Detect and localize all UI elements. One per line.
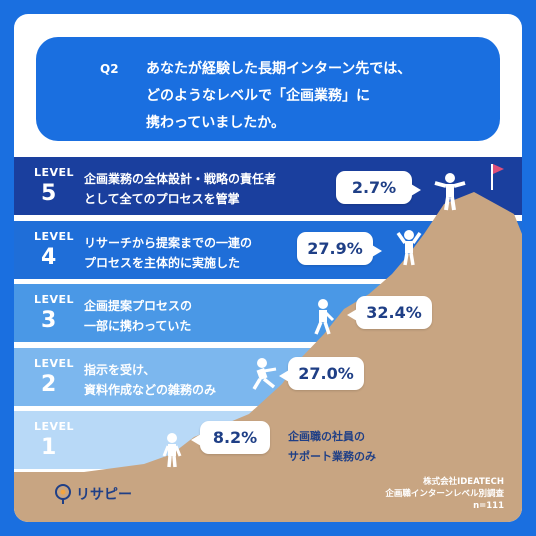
level-5-label: LEVEL	[34, 166, 75, 179]
logo: リサピー	[54, 484, 132, 504]
flag-icon	[493, 164, 504, 174]
level-1-number: 1	[41, 435, 57, 460]
bubble-tail	[347, 309, 357, 321]
level-3-value: 32.4%	[366, 303, 422, 322]
mountain-graphic	[14, 164, 522, 522]
logo-text: リサピー	[76, 487, 132, 503]
person-standing-icon	[162, 433, 182, 468]
level-2-value-bubble: 27.0%	[279, 357, 364, 390]
level-4-desc-line-2: プロセスを主体的に実施した	[84, 256, 241, 270]
level-1-value-bubble: 8.2%	[191, 421, 270, 454]
bubble-tail	[411, 184, 421, 196]
level-5-band: LEVEL 5 企画業務の全体設計・戦略の責任者 として全てのプロセスを管掌	[14, 157, 522, 215]
level-4-number: 4	[41, 245, 57, 270]
person-climbing-icon	[252, 358, 277, 390]
level-5-desc-line-1: 企画業務の全体設計・戦略の責任者	[84, 172, 277, 186]
level-5-desc-line-2: として全てのプロセスを管掌	[84, 192, 240, 206]
infographic-card: Q2 あなたが経験した長期インターン先では、 どのようなレベルで「企画業務」に …	[14, 14, 522, 522]
level-2-number: 2	[41, 372, 57, 397]
level-4-value-bubble: 27.9%	[297, 232, 382, 265]
level-2-desc-line-1: 指示を受け、	[84, 363, 156, 377]
level-4-desc-line-1: リサーチから提案までの一連の	[84, 236, 253, 250]
level-5-value: 2.7%	[351, 178, 397, 197]
bubble-tail	[191, 434, 201, 446]
level-3-number: 3	[41, 308, 57, 333]
level-1-desc-line-1: 企画職の社員の	[288, 430, 365, 443]
bubble-tail	[372, 245, 382, 257]
person-victory-icon	[434, 173, 466, 211]
question-text-line-1: あなたが経験した長期インターン先では、	[146, 61, 412, 77]
level-4-value: 27.9%	[307, 239, 363, 258]
source-company: 株式会社IDEATECH	[423, 477, 504, 487]
level-2-value: 27.0%	[298, 364, 354, 383]
logo-icon	[55, 484, 71, 504]
level-1-label: LEVEL	[34, 420, 75, 433]
level-3-desc-line-2: 一部に携わっていた	[84, 319, 192, 333]
source-credit: 株式会社IDEATECH 企画職インターンレベル別調査 n=111	[385, 476, 504, 512]
level-3-desc-line-1: 企画提案プロセスの	[84, 299, 193, 313]
level-1-value: 8.2%	[212, 428, 258, 447]
mountain-shape	[14, 192, 522, 522]
level-3-label: LEVEL	[34, 293, 75, 306]
level-2-label: LEVEL	[34, 357, 75, 370]
question-box: Q2 あなたが経験した長期インターン先では、 どのようなレベルで「企画業務」に …	[36, 37, 500, 141]
question-number: Q2	[100, 62, 119, 76]
level-2-desc-line-2: 資料作成などの雑務のみ	[84, 383, 217, 397]
source-sample: n=111	[473, 501, 504, 511]
level-5-value-bubble: 2.7%	[336, 171, 421, 204]
level-4-label: LEVEL	[34, 230, 75, 243]
question-text-line-3: 携わっていましたか。	[146, 115, 286, 131]
level-1-desc-line-2: サポート業務のみ	[288, 450, 376, 463]
level-5-number: 5	[41, 181, 57, 206]
level-3-value-bubble: 32.4%	[347, 296, 432, 329]
source-survey: 企画職インターンレベル別調査	[385, 489, 504, 499]
person-cheer-icon	[396, 230, 422, 266]
bubble-tail	[279, 370, 289, 382]
person-hiking-icon	[314, 299, 335, 335]
question-text-line-2: どのようなレベルで「企画業務」に	[146, 88, 370, 104]
